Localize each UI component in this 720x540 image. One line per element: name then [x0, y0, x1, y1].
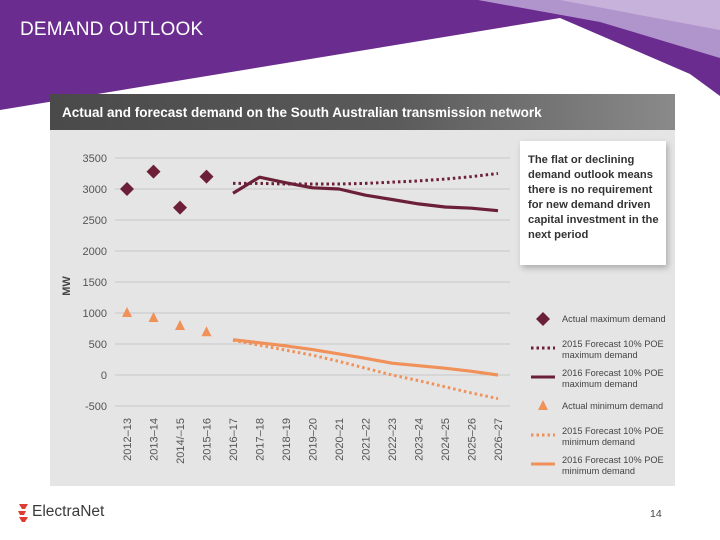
x-tick-label: 2024–25: [440, 418, 452, 461]
legend-label-line2: maximum demand: [562, 350, 638, 360]
legend-label: 2015 Forecast 10% POE: [562, 339, 664, 349]
series-line: [233, 172, 499, 186]
series-line: [232, 338, 499, 377]
y-tick-label: 2000: [83, 246, 107, 258]
y-tick-label: 3000: [83, 184, 107, 196]
x-tick-label: 2022–23: [387, 418, 399, 461]
demand-chart: 3500 3000 2500 2000 1500 1000 500 0 -500 2012–13…: [61, 153, 666, 476]
legend-symbol: [538, 400, 548, 410]
legend-label: Actual maximum demand: [562, 314, 666, 324]
chart-title: Actual and forecast demand on the South …: [62, 105, 542, 120]
series-0: [120, 164, 214, 215]
series-3: [122, 307, 212, 337]
x-tick-label: 2017–18: [255, 418, 267, 461]
grid-layer: [115, 157, 510, 407]
x-tick-label: 2020–21: [334, 418, 346, 461]
annotation-box: The flat or declining demand outlook mea…: [520, 141, 666, 265]
data-point: [148, 311, 159, 322]
x-tick-label: 2012–13: [122, 418, 134, 461]
y-tick-label: 500: [89, 339, 107, 351]
legend-label-line2: minimum demand: [562, 466, 635, 476]
series-4: [232, 338, 499, 401]
legend-label-line2: minimum demand: [562, 437, 635, 447]
logo-mark-icon: [18, 504, 28, 522]
legend-label: Actual minimum demand: [562, 401, 663, 411]
data-point: [122, 307, 132, 317]
page-number: 14: [650, 508, 662, 520]
legend-item: Actual maximum demand: [536, 312, 666, 326]
legend-item: Actual minimum demand: [538, 400, 663, 411]
y-axis-ticks: 3500 3000 2500 2000 1500 1000 500 0 -500: [83, 153, 107, 413]
annotation-text: The flat or declining demand outlook mea…: [528, 154, 659, 241]
logo-text: ElectraNet: [32, 503, 105, 520]
x-tick-label: 2016–17: [228, 418, 240, 461]
data-point: [201, 326, 212, 337]
y-tick-label: 1000: [83, 308, 107, 320]
banner-shape: [0, 0, 720, 110]
data-point: [120, 182, 134, 196]
y-axis-label: MW: [61, 276, 73, 296]
legend-label: 2016 Forecast 10% POE: [562, 455, 664, 465]
y-tick-label: 1500: [83, 277, 107, 289]
series-line: [232, 338, 499, 401]
x-tick-label: 2018–19: [281, 418, 293, 461]
x-tick-label: 2021–22: [361, 418, 373, 461]
x-tick-label: 2019–20: [308, 418, 320, 461]
header-banner: [0, 0, 720, 110]
legend-label-line2: maximum demand: [562, 379, 638, 389]
data-point: [173, 200, 187, 215]
legend-label: 2015 Forecast 10% POE: [562, 426, 664, 436]
y-tick-label: 2500: [83, 215, 107, 227]
x-tick-label: 2013–14: [149, 418, 161, 461]
series-5: [232, 338, 499, 377]
x-axis-ticks: 2012–13 2013–14 2014/–15 2015–16 2016–17 2017…: [122, 418, 505, 464]
y-tick-label: 0: [101, 370, 107, 382]
x-tick-label: 2014/–15: [175, 418, 187, 464]
series-2: [232, 175, 499, 213]
legend: Actual maximum demand 2015 Forecast 10% P…: [531, 312, 666, 476]
chart-header: Actual and forecast demand on the South …: [50, 94, 675, 130]
x-tick-label: 2015–16: [202, 418, 214, 461]
x-tick-label: 2023–24: [414, 418, 426, 461]
slide-title: DEMAND OUTLOOK: [20, 19, 204, 40]
legend-symbol: [536, 312, 550, 326]
y-tick-label: 3500: [83, 153, 107, 165]
legend-label: 2016 Forecast 10% POE: [562, 368, 664, 378]
chart-panel: Actual and forecast demand on the South …: [50, 94, 675, 486]
series-layer: [120, 164, 499, 401]
series-line: [232, 175, 499, 213]
x-tick-label: 2026–27: [493, 418, 505, 461]
data-point: [199, 169, 214, 184]
x-tick-label: 2025–26: [467, 418, 479, 461]
series-1: [233, 172, 499, 186]
data-point: [175, 320, 185, 331]
banner-highlight: [560, 0, 720, 30]
y-tick-label: -500: [85, 401, 107, 413]
data-point: [146, 164, 161, 179]
